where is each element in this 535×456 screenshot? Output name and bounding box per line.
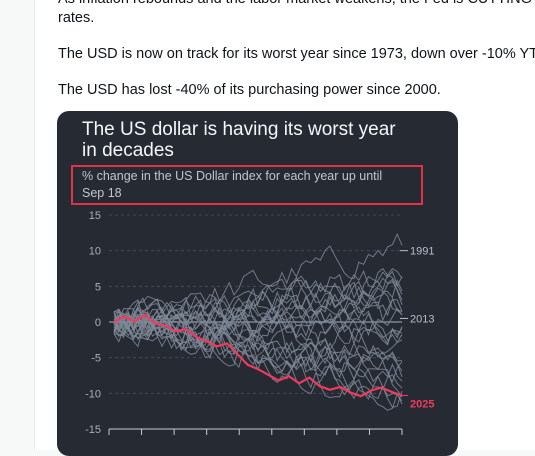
y-tick-label: -15 (85, 424, 101, 436)
series-label-2013: 2013 (410, 313, 434, 325)
post-text-line-2: rates. (58, 10, 95, 26)
post-text-line-3: The USD is now on track for its worst ye… (58, 46, 535, 62)
year-series-line (113, 307, 403, 344)
series-2025-line (113, 313, 403, 398)
chart-title-line-2: in decades (82, 140, 174, 161)
year-series-line (113, 307, 403, 345)
chart-title-line-1: The US dollar is having its worst year (82, 119, 396, 140)
y-tick-label: 0 (95, 317, 101, 329)
post-text-line-4: The USD has lost -40% of its purchasing … (58, 82, 441, 98)
post-text-line-1: As inflation rebounds and the labor mark… (58, 0, 532, 9)
series-label-2025: 2025 (410, 398, 434, 410)
year-series-line (113, 267, 403, 332)
year-series-line (113, 273, 403, 330)
year-series-line (113, 232, 403, 329)
y-tick-label: 5 (95, 281, 101, 293)
dollar-index-chart: 15 10 5 0 -5 -10 -15 1991 2013 2025 (85, 210, 434, 436)
y-tick-label: -5 (91, 353, 101, 365)
year-series-line (113, 317, 403, 402)
year-series-line (113, 312, 403, 398)
y-tick-label: 10 (89, 246, 101, 258)
series-label-1991: 1991 (410, 246, 434, 258)
y-tick-label: 15 (89, 210, 101, 222)
subtitle-highlight-box (71, 165, 423, 205)
chart-subtitle-line-1: % change in the US Dollar index for each… (82, 169, 383, 183)
chart-subtitle-line-2: Sep 18 (82, 186, 122, 200)
year-series-line (113, 270, 403, 335)
post-media-chart-image[interactable]: The US dollar is having its worst year i… (57, 111, 458, 456)
year-series-line (113, 307, 403, 345)
y-tick-label: -10 (85, 388, 101, 400)
year-series-line (113, 302, 403, 346)
year-series-line (113, 310, 403, 383)
year-series-line (114, 277, 403, 335)
